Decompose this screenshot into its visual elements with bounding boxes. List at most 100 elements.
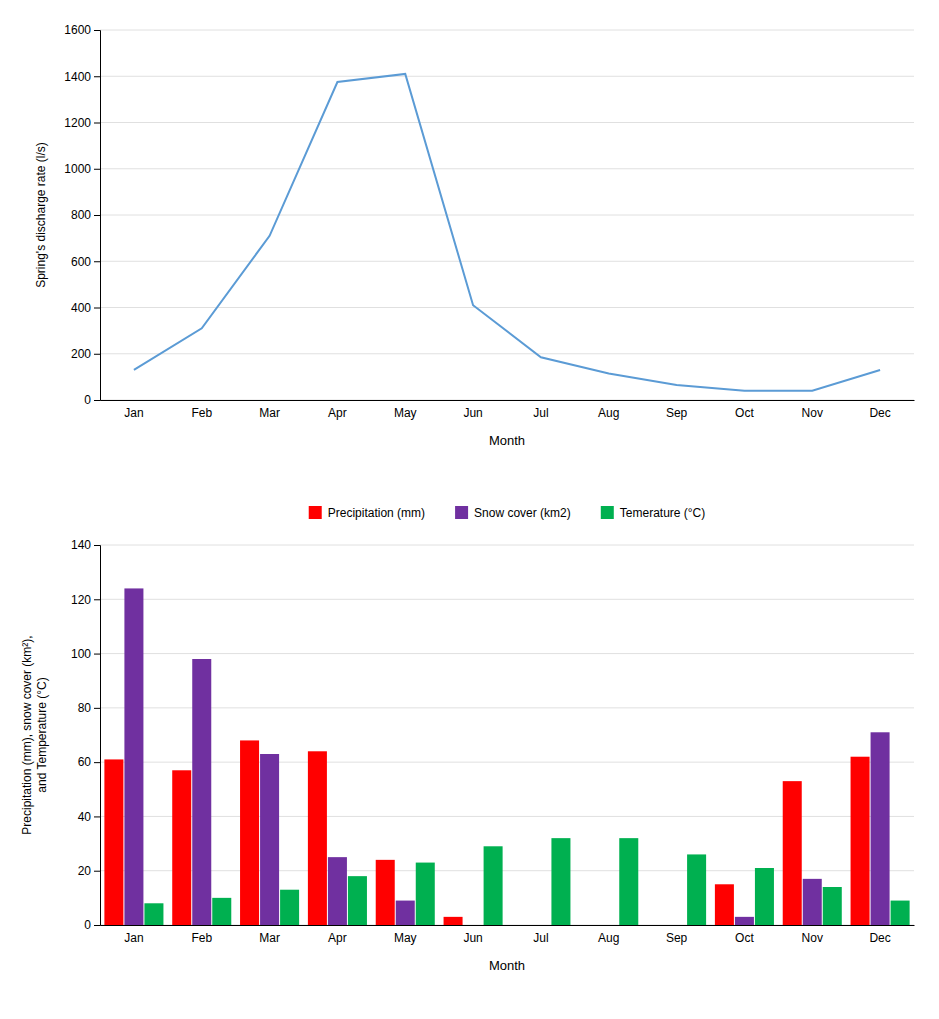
bar [599, 925, 618, 926]
tick-label: 20 [78, 864, 92, 878]
tick-label: Feb [191, 406, 212, 420]
tick: Sep [666, 406, 688, 420]
bar [715, 884, 734, 925]
bar [783, 781, 802, 925]
tick: 800 [71, 208, 100, 222]
tick-label: 600 [71, 255, 91, 269]
bar [803, 879, 822, 925]
tick: 1400 [64, 70, 100, 84]
y-axis: 020406080100120140 [71, 538, 101, 932]
tick-label: 100 [71, 647, 91, 661]
bar [328, 857, 347, 925]
tick-label: Apr [328, 406, 347, 420]
tick-label: Apr [328, 931, 347, 945]
plot-area [104, 588, 909, 925]
tick: 120 [71, 593, 100, 607]
bar [579, 925, 598, 926]
bar [104, 759, 123, 925]
tick-mark [94, 215, 100, 216]
tick: 600 [71, 255, 100, 269]
tick: May [394, 406, 417, 420]
grid-line [100, 653, 914, 654]
bar [192, 659, 211, 925]
grid-line [100, 545, 914, 546]
axis-line [94, 546, 101, 926]
bar [755, 868, 774, 925]
grid-line [100, 215, 914, 216]
tick-label: Aug [598, 406, 619, 420]
tick: Aug [598, 406, 619, 420]
tick-mark [94, 354, 100, 355]
legend-label: Snow cover (km2) [474, 506, 571, 520]
tick-mark [94, 708, 100, 709]
bar [376, 860, 395, 925]
tick-mark [94, 400, 100, 401]
legend-item: Precipitation (mm) [309, 506, 425, 520]
x-axis-title: Month [489, 433, 525, 448]
chart: 02004006008001000120014001600JanFebMarAp… [34, 23, 915, 448]
grid-line [100, 30, 914, 31]
tick-label: Aug [598, 931, 619, 945]
bar [308, 751, 327, 925]
bar [687, 854, 706, 925]
tick-label: Nov [802, 406, 823, 420]
bar [511, 925, 530, 926]
legend-label: Precipitation (mm) [328, 506, 425, 520]
tick: Jun [463, 406, 482, 420]
tick: 1000 [64, 162, 100, 176]
tick-label: 200 [71, 347, 91, 361]
legend-swatch [601, 506, 614, 519]
tick-label: 1400 [64, 70, 91, 84]
tick: Mar [259, 931, 280, 945]
tick-mark [94, 816, 100, 817]
grid-line [100, 599, 914, 600]
bar-series [144, 838, 909, 925]
bar [735, 917, 754, 925]
legend-swatch [309, 506, 322, 519]
tick: Feb [191, 931, 212, 945]
tick: Jul [533, 406, 548, 420]
tick: Jun [463, 931, 482, 945]
bar [647, 925, 666, 926]
tick: Jan [124, 931, 143, 945]
axis-line [101, 925, 915, 926]
tick: 60 [78, 755, 100, 769]
tick-mark [94, 654, 100, 655]
tick-label: 1200 [64, 116, 91, 130]
grid-line [100, 762, 914, 763]
tick-label: 120 [71, 593, 91, 607]
x-axis: JanFebMarAprMayJunJulAugSepOctNovDec [101, 401, 915, 420]
tick-label: 140 [71, 538, 91, 552]
grid [100, 545, 914, 925]
grid-line [100, 707, 914, 708]
tick: Jul [533, 931, 548, 945]
tick-label: Dec [869, 931, 890, 945]
tick-mark [94, 76, 100, 77]
tick-mark [94, 599, 100, 600]
line [134, 74, 880, 391]
tick: Oct [735, 406, 754, 420]
grid-line [100, 168, 914, 169]
tick-label: 40 [78, 810, 92, 824]
tick-label: May [394, 931, 417, 945]
tick-label: 0 [84, 393, 91, 407]
tick-mark [94, 261, 100, 262]
tick-label: Mar [259, 931, 280, 945]
chart: 020406080100120140JanFebMarAprMayJunJulA… [20, 506, 915, 973]
bar [172, 770, 191, 925]
bar-series [124, 588, 889, 925]
tick: Nov [802, 931, 823, 945]
tick-label: Oct [735, 406, 754, 420]
bar [280, 890, 299, 925]
tick: Nov [802, 406, 823, 420]
tick-label: Jun [463, 931, 482, 945]
tick: Apr [328, 406, 347, 420]
tick: Sep [666, 931, 688, 945]
tick: Aug [598, 931, 619, 945]
x-axis-title: Month [489, 958, 525, 973]
bar [464, 925, 483, 926]
y-axis-title: Spring's discharge rate (l/s) [34, 142, 48, 288]
tick: May [394, 931, 417, 945]
bar [531, 925, 550, 926]
bar [124, 588, 143, 925]
